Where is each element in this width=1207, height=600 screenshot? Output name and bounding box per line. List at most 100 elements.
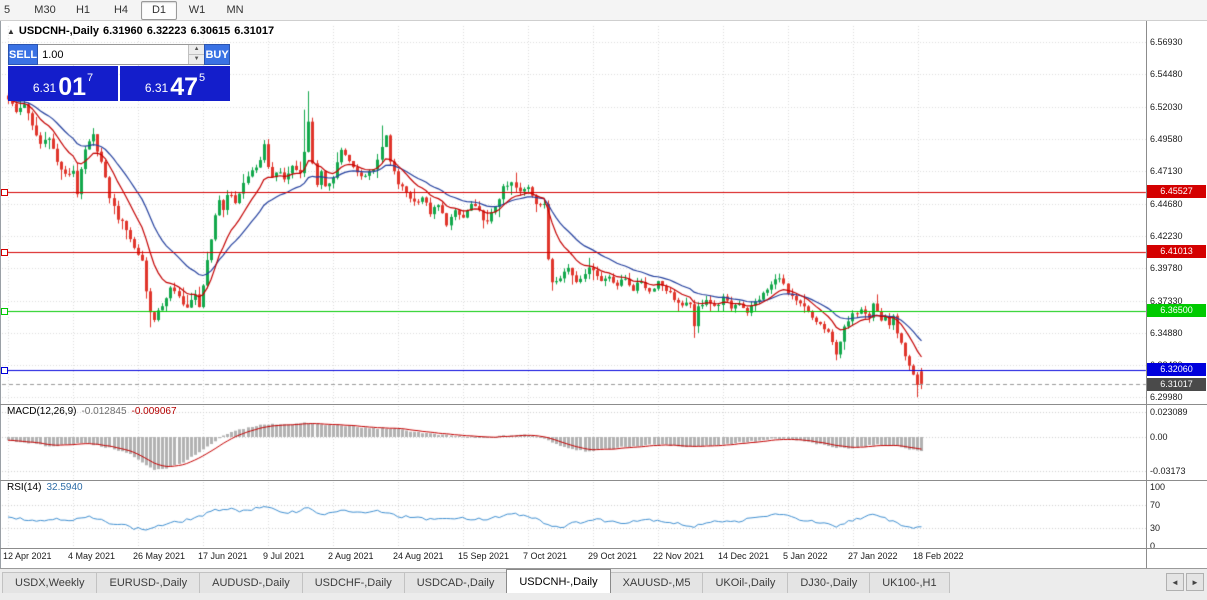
chart-window xyxy=(0,20,1207,568)
ask-price-panel[interactable]: 6.31 47 5 xyxy=(120,66,230,101)
price-axis-tick: 6.39780 xyxy=(1150,263,1183,274)
price-axis-tick: 6.34880 xyxy=(1150,327,1183,338)
ask-price-base: 6.31 xyxy=(144,81,169,95)
price-axis-tick: 6.52030 xyxy=(1150,101,1183,112)
price-axis-tick: 6.42230 xyxy=(1150,230,1183,241)
price-axis-tick: 6.29980 xyxy=(1150,392,1183,403)
timeframe-toolbar: 5 M30 H1 H4 D1 W1 MN xyxy=(0,0,1207,21)
macd-name: MACD(12,26,9) xyxy=(7,406,77,417)
date-axis-tick: 4 May 2021 xyxy=(68,551,116,561)
timeframe-button-m30[interactable]: M30 xyxy=(34,4,56,16)
date-axis-tick: 7 Oct 2021 xyxy=(523,551,568,561)
rsi-axis-tick: 30 xyxy=(1150,523,1161,534)
chart-tab-usdcnh[interactable]: USDCNH-,Daily xyxy=(506,569,611,593)
current-price-flag: 6.31017 xyxy=(1147,377,1206,391)
time-axis-separator[interactable] xyxy=(0,548,1207,549)
date-axis-tick: 18 Feb 2022 xyxy=(913,551,964,561)
bid-price-pip: 7 xyxy=(87,72,94,84)
date-axis-tick: 12 Apr 2021 xyxy=(3,551,52,561)
date-axis-tick: 5 Jan 2022 xyxy=(783,551,828,561)
date-axis-tick: 24 Aug 2021 xyxy=(393,551,444,561)
hline-drag-handle[interactable] xyxy=(1,189,8,197)
rsi-name: RSI(14) xyxy=(7,482,42,493)
chart-tab-bar: USDX,Weekly EURUSD-,Daily AUDUSD-,Daily USD… xyxy=(0,568,1207,600)
volume-up-icon[interactable]: ▲ xyxy=(189,45,205,54)
chart-tab-ukoil[interactable]: UKOil-,Daily xyxy=(702,572,789,593)
chart-tab-audusd[interactable]: AUDUSD-,Daily xyxy=(199,572,303,593)
chart-tabs: USDX,Weekly EURUSD-,Daily AUDUSD-,Daily USD… xyxy=(0,569,1207,593)
date-axis-tick: 27 Jan 2022 xyxy=(848,551,898,561)
tab-scroll-left-icon[interactable]: ◄ xyxy=(1166,573,1184,591)
price-axis-tick: 6.49580 xyxy=(1150,133,1183,144)
hline-drag-handle[interactable] xyxy=(1,367,8,375)
macd-signal-value: -0.009067 xyxy=(131,406,177,417)
volume-box: ▲ ▼ xyxy=(38,44,205,65)
price-axis-tick: 6.37330 xyxy=(1150,295,1183,306)
bid-price-base: 6.31 xyxy=(32,81,57,95)
volume-input[interactable] xyxy=(38,45,189,64)
chart-tab-usdchf[interactable]: USDCHF-,Daily xyxy=(301,572,405,593)
chart-tab-uk100[interactable]: UK100-,H1 xyxy=(869,572,950,593)
macd-main-value: -0.012845 xyxy=(81,406,127,417)
timeframe-button-d1[interactable]: D1 xyxy=(141,0,177,20)
bid-price-panel[interactable]: 6.31 01 7 xyxy=(8,66,118,101)
date-axis-tick: 2 Aug 2021 xyxy=(328,551,374,561)
chart-tab-eurusd[interactable]: EURUSD-,Daily xyxy=(96,572,201,593)
rsi-axis-tick: 0 xyxy=(1150,541,1156,551)
timeframe-button-w1[interactable]: W1 xyxy=(188,4,206,16)
ask-price-big: 47 xyxy=(170,73,199,101)
macd-indicator-label: MACD(12,26,9) -0.012845 -0.009067 xyxy=(7,406,177,417)
hline-price-flag: 6.45527 xyxy=(1147,185,1206,199)
macd-axis-tick: -0.03173 xyxy=(1150,466,1186,477)
chart-title: ▲ USDCNH-,Daily 6.31960 6.32223 6.30615 6.310… xyxy=(7,25,278,37)
one-click-trading-panel: SELL ▲ ▼ BUY 6.31 01 7 6.31 47 5 xyxy=(8,44,230,101)
price-axis-tick: 6.54480 xyxy=(1150,69,1183,80)
bid-price-big: 01 xyxy=(58,73,87,101)
chart-tab-xauusd[interactable]: XAUUSD-,M5 xyxy=(609,572,704,593)
rsi-splitter[interactable] xyxy=(0,480,1207,481)
buy-button[interactable]: BUY xyxy=(204,44,230,65)
macd-splitter[interactable] xyxy=(0,404,1207,405)
macd-axis-tick: 0.023089 xyxy=(1150,407,1188,418)
price-axis-separator[interactable] xyxy=(1146,20,1147,568)
ohlc-open: 6.31960 xyxy=(103,25,143,37)
price-axis-tick: 6.47130 xyxy=(1150,166,1183,177)
timeframe-button-5[interactable]: 5 xyxy=(3,4,11,16)
timeframe-button-h1[interactable]: H1 xyxy=(75,4,91,16)
timeframe-button-mn[interactable]: MN xyxy=(226,4,244,16)
date-axis-tick: 17 Jun 2021 xyxy=(198,551,248,561)
tab-scroll-right-icon[interactable]: ► xyxy=(1186,573,1204,591)
date-axis-tick: 22 Nov 2021 xyxy=(653,551,705,561)
macd-axis-tick: 0.00 xyxy=(1150,432,1168,442)
volume-down-icon[interactable]: ▼ xyxy=(189,54,205,64)
hline-price-flag: 6.41013 xyxy=(1147,244,1206,258)
rsi-indicator-label: RSI(14) 32.5940 xyxy=(7,482,83,493)
date-axis-tick: 29 Oct 2021 xyxy=(588,551,638,561)
one-click-toggle-icon[interactable]: ▲ xyxy=(7,27,15,36)
hline-drag-handle[interactable] xyxy=(1,248,8,256)
hline-price-flag: 6.36500 xyxy=(1147,304,1206,318)
chart-tab-usdx[interactable]: USDX,Weekly xyxy=(2,572,98,593)
volume-spinner: ▲ ▼ xyxy=(188,45,205,64)
ohlc-low: 6.30615 xyxy=(190,25,231,37)
rsi-axis-tick: 70 xyxy=(1150,499,1161,510)
hline-price-flag: 6.32060 xyxy=(1147,363,1206,377)
date-axis-tick: 15 Sep 2021 xyxy=(458,551,510,561)
ohlc-close: 6.31017 xyxy=(234,25,275,37)
date-axis-tick: 26 May 2021 xyxy=(133,551,186,561)
symbol-label: USDCNH-,Daily xyxy=(18,25,99,37)
ask-price-pip: 5 xyxy=(199,72,206,84)
date-axis-tick: 14 Dec 2021 xyxy=(718,551,770,561)
price-axis-tick: 6.44680 xyxy=(1150,198,1183,209)
price-axis-tick: 6.56930 xyxy=(1150,37,1183,47)
chart-tab-usdcad[interactable]: USDCAD-,Daily xyxy=(403,572,508,593)
sell-button[interactable]: SELL xyxy=(8,44,39,65)
tab-scroll-arrows: ◄ ► xyxy=(1164,573,1204,591)
hline-drag-handle[interactable] xyxy=(1,308,8,316)
timeframe-button-h4[interactable]: H4 xyxy=(113,4,129,16)
chart-tab-dj30[interactable]: DJ30-,Daily xyxy=(787,572,871,593)
rsi-value: 32.5940 xyxy=(46,482,83,493)
ohlc-high: 6.32223 xyxy=(146,25,187,37)
rsi-axis-tick: 100 xyxy=(1150,482,1166,492)
